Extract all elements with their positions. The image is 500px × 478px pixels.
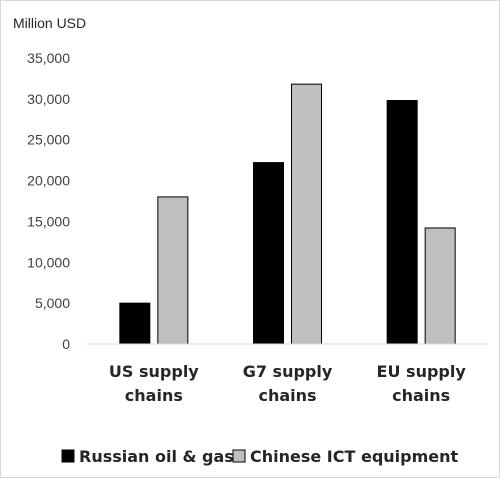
legend-label: Chinese ICT equipment [250,447,459,466]
y-tick-label: 30,000 [27,91,70,107]
x-category-label: chains [125,386,183,405]
x-category-label: G7 supply [243,362,333,381]
x-category-label: chains [258,386,316,405]
legend: Russian oil & gas Chinese ICT equipment [61,447,459,466]
x-axis-labels: US supply chains G7 supply chains EU supply c… [109,362,466,405]
x-category-label: EU supply [377,362,467,381]
y-tick-label: 5,000 [35,295,70,311]
bar-chinese-ict-2 [424,227,456,345]
y-unit-label: Million USD [13,15,86,31]
bar-chinese-ict-1 [291,83,322,345]
y-tick-label: 20,000 [27,173,70,189]
bar-russian-oil-gas-2 [386,99,418,345]
legend-swatch [61,449,75,463]
bar-chinese-ict-0 [157,196,189,345]
y-tick-label: 35,000 [27,50,70,66]
x-category-label: US supply [109,362,199,381]
legend-label: Russian oil & gas [79,447,234,466]
bars [119,83,456,345]
bar-russian-oil-gas-0 [119,302,151,345]
x-category-label: chains [392,386,450,405]
y-axis: 0 5,000 10,000 15,000 20,000 25,000 30,000 35,0… [27,50,70,352]
y-tick-label: 25,000 [27,132,70,148]
y-tick-label: 0 [62,336,70,352]
y-tick-label: 10,000 [27,254,70,270]
legend-swatch [232,449,246,463]
bar-russian-oil-gas-1 [253,162,284,345]
y-tick-label: 15,000 [27,213,70,229]
